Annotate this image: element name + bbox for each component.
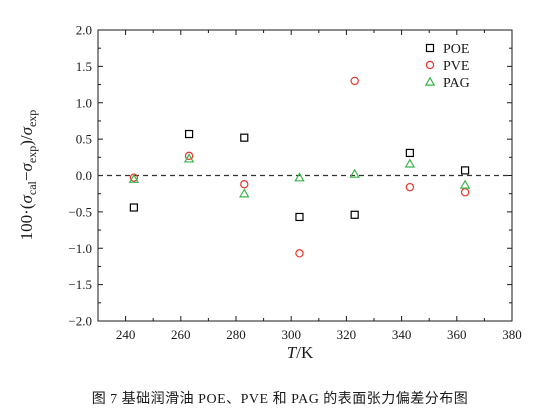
data-point-pve bbox=[184, 151, 194, 161]
data-point-pag bbox=[404, 158, 416, 168]
legend-label-pag: PAG bbox=[443, 76, 470, 91]
data-point-poe bbox=[350, 210, 359, 219]
y-tick-label: 0.0 bbox=[76, 168, 92, 183]
x-axis-label: T/K bbox=[287, 343, 314, 362]
x-tick-label: 360 bbox=[447, 327, 467, 342]
data-point-poe bbox=[295, 212, 304, 222]
data-point-pag bbox=[128, 173, 140, 183]
x-tick-label: 280 bbox=[226, 327, 246, 342]
data-point-pve bbox=[460, 188, 470, 197]
data-point-pag bbox=[239, 188, 250, 198]
legend-marker-pag bbox=[424, 76, 436, 86]
y-tick-label: −1.0 bbox=[68, 241, 92, 256]
legend-marker-poe bbox=[425, 43, 435, 53]
x-tick-label: 240 bbox=[116, 327, 136, 342]
x-tick-label: 340 bbox=[392, 327, 412, 342]
data-point-poe bbox=[184, 129, 194, 139]
y-tick-label: −0.5 bbox=[68, 204, 92, 219]
y-tick-label: 0.5 bbox=[76, 132, 92, 147]
data-point-pve bbox=[350, 76, 359, 86]
data-point-pve bbox=[295, 249, 304, 258]
x-tick-label: 260 bbox=[171, 327, 191, 342]
y-axis-label: 100·(σcal−σexp)/σexp bbox=[17, 110, 39, 241]
y-tick-label: 1.0 bbox=[76, 95, 92, 110]
x-tick-label: 320 bbox=[337, 327, 357, 342]
y-tick-label: 1.5 bbox=[76, 59, 92, 74]
data-point-pag bbox=[183, 153, 195, 163]
y-tick-label: 2.0 bbox=[76, 23, 92, 38]
legend-label-poe: POE bbox=[443, 42, 469, 57]
data-point-pve bbox=[240, 180, 249, 189]
data-point-pve bbox=[405, 182, 415, 192]
x-tick-label: 380 bbox=[502, 327, 522, 342]
data-point-poe bbox=[460, 166, 470, 175]
data-point-poe bbox=[240, 133, 249, 142]
data-point-pag bbox=[294, 172, 305, 182]
data-point-poe bbox=[405, 148, 414, 158]
x-tick-label: 300 bbox=[281, 327, 301, 342]
data-point-pag bbox=[459, 179, 471, 189]
y-tick-label: −1.5 bbox=[68, 277, 92, 292]
data-point-poe bbox=[129, 203, 138, 212]
figure-caption: 图 7 基础润滑油 POE、PVE 和 PAG 的表面张力偏差分布图 bbox=[91, 392, 469, 407]
legend-label-pve: PVE bbox=[443, 59, 469, 74]
y-tick-label: −2.0 bbox=[68, 314, 92, 329]
legend-marker-pve bbox=[425, 60, 435, 70]
data-point-pag bbox=[349, 168, 360, 178]
